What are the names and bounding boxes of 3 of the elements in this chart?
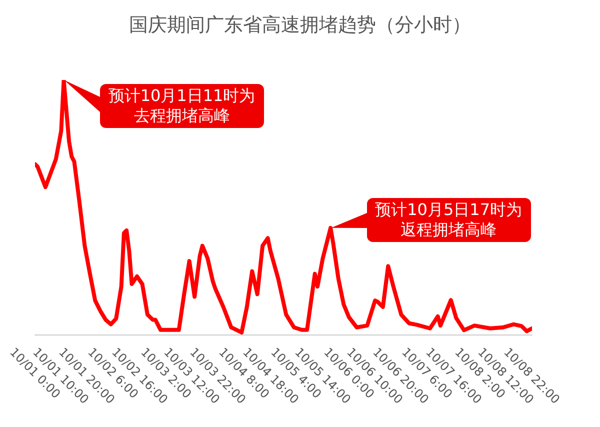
- annotation: 预计10月5日17时为返程拥堵高峰: [366, 198, 531, 242]
- chart-title: 国庆期间广东省高速拥堵趋势（分小时）: [128, 13, 472, 38]
- annotation: 预计10月1日11时为去程拥堵高峰: [100, 84, 264, 128]
